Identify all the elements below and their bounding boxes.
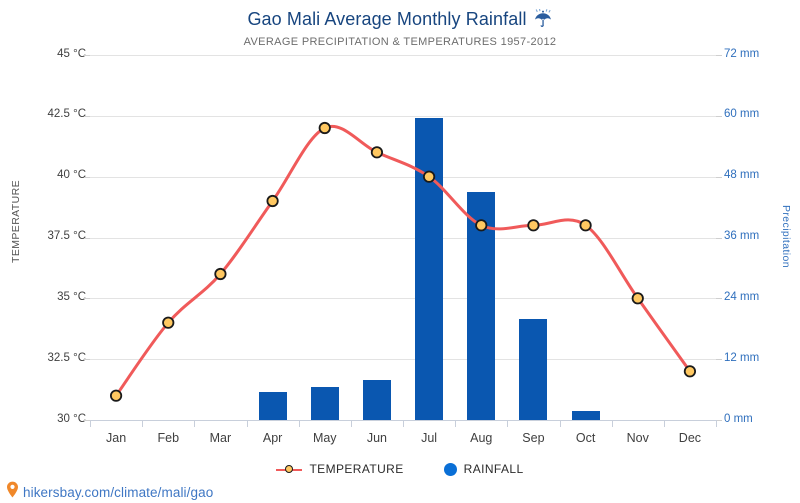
left-axis-tick: 45 °C bbox=[57, 48, 86, 60]
plot-area: Jan: 31 °C Feb: 34 °C Mar: 36 °C Apr: 39 °C… bbox=[84, 55, 722, 445]
left-axis-tick: 42.5 °C bbox=[47, 108, 86, 120]
left-axis: TEMPERATURE 45 °C 42.5 °C 40 °C 37.5 °C … bbox=[0, 0, 86, 500]
gridline bbox=[90, 238, 716, 239]
x-axis-tick bbox=[560, 420, 561, 427]
axis-tick-mark bbox=[84, 359, 90, 360]
x-axis-tick bbox=[455, 420, 456, 427]
temperature-line-layer: Jan: 31 °C Feb: 34 °C Mar: 36 °C Apr: 39 °C… bbox=[109, 121, 697, 402]
right-axis-tick: 48 mm bbox=[724, 169, 760, 181]
temperature-point[interactable]: Mar: 36 °C bbox=[214, 267, 227, 281]
x-axis-tick bbox=[716, 420, 717, 427]
axis-tick-mark bbox=[84, 177, 90, 178]
axis-tick-mark bbox=[716, 116, 722, 117]
axis-tick-mark bbox=[716, 238, 722, 239]
chart-title-text: Gao Mali Average Monthly Rainfall bbox=[247, 9, 527, 29]
rainfall-bar[interactable] bbox=[258, 392, 287, 420]
left-axis-tick: 40 °C bbox=[57, 169, 86, 181]
temperature-point[interactable]: Sep: 38 °C bbox=[527, 219, 540, 232]
axis-tick-mark bbox=[84, 116, 90, 117]
x-axis-tick bbox=[194, 420, 195, 427]
x-axis-tick bbox=[247, 420, 248, 427]
temperature-point[interactable]: Nov: 35 °C bbox=[631, 292, 644, 305]
right-axis-tick: 72 mm bbox=[724, 48, 760, 60]
gridline bbox=[90, 359, 716, 360]
x-axis-tick bbox=[142, 420, 143, 427]
gridline bbox=[90, 298, 716, 299]
x-axis-label: Aug bbox=[470, 431, 493, 445]
x-axis-label: Feb bbox=[157, 431, 180, 445]
umbrella-rain-icon bbox=[533, 8, 553, 33]
x-axis-label: Apr bbox=[262, 431, 283, 445]
source-link[interactable]: hikersbay.com/climate/mali/gao bbox=[6, 481, 213, 503]
right-axis-tick: 60 mm bbox=[724, 108, 760, 120]
x-axis-label: Jun bbox=[366, 431, 387, 445]
left-axis-tick: 30 °C bbox=[57, 413, 86, 425]
rainfall-bar[interactable] bbox=[519, 318, 548, 420]
chart-subtitle: AVERAGE PRECIPITATION & TEMPERATURES 195… bbox=[243, 36, 557, 48]
source-link-text: hikersbay.com/climate/mali/gao bbox=[23, 484, 214, 500]
axis-tick-mark bbox=[84, 298, 90, 299]
rainfall-bar[interactable] bbox=[310, 387, 339, 420]
x-axis-label: Jul bbox=[421, 431, 438, 445]
axis-tick-mark bbox=[716, 55, 722, 56]
temperature-line bbox=[114, 124, 692, 398]
temperature-line-icon bbox=[276, 464, 303, 475]
rainfall-bar[interactable] bbox=[362, 380, 391, 420]
rainfall-bar[interactable] bbox=[571, 411, 600, 420]
legend-label-rainfall: RAINFALL bbox=[463, 462, 524, 476]
axis-tick-mark bbox=[84, 55, 90, 56]
right-axis-tick: 12 mm bbox=[724, 352, 760, 364]
rainfall-dot-icon bbox=[443, 462, 457, 476]
temperature-point[interactable]: Aug: 38 °C bbox=[475, 219, 488, 232]
x-axis-tick bbox=[507, 420, 508, 427]
right-axis-tick: 24 mm bbox=[724, 291, 760, 303]
legend-item-rainfall[interactable]: RAINFALL bbox=[443, 462, 524, 476]
x-axis-tick bbox=[403, 420, 404, 427]
legend-item-temperature[interactable]: TEMPERATURE bbox=[276, 462, 403, 476]
temperature-point[interactable]: Feb: 34 °C bbox=[162, 316, 175, 329]
x-axis-label: Oct bbox=[575, 431, 596, 445]
right-axis-tick: 36 mm bbox=[724, 230, 760, 242]
axis-tick-mark bbox=[84, 238, 90, 239]
x-axis-label: Mar bbox=[209, 431, 232, 445]
x-axis-label: May bbox=[312, 431, 337, 445]
left-axis-title: TEMPERATURE bbox=[10, 180, 22, 263]
x-axis-tick bbox=[664, 420, 665, 427]
left-axis-tick: 37.5 °C bbox=[47, 230, 86, 242]
x-axis-label: Sep bbox=[522, 431, 545, 445]
x-axis-tick bbox=[90, 420, 91, 427]
gridline bbox=[90, 177, 716, 178]
location-pin-icon bbox=[6, 481, 19, 503]
axis-tick-mark bbox=[716, 298, 722, 299]
temperature-point[interactable]: Jun: 41 °C bbox=[370, 146, 384, 159]
chart-legend: TEMPERATURE RAINFALL bbox=[0, 462, 800, 476]
x-axis-tick bbox=[612, 420, 613, 427]
axis-tick-mark bbox=[716, 420, 722, 421]
axis-tick-mark bbox=[84, 420, 90, 421]
x-axis-label: Nov bbox=[626, 431, 649, 445]
left-axis-tick: 32.5 °C bbox=[47, 352, 86, 364]
right-axis: Precipitation 72 mm 60 mm 48 mm 36 mm 24… bbox=[724, 0, 800, 500]
temperature-point[interactable]: Jan: 31 °C bbox=[109, 389, 123, 402]
temperature-point[interactable]: Jul: 40 °C bbox=[422, 170, 436, 183]
gridline bbox=[90, 116, 716, 117]
left-axis-tick: 35 °C bbox=[57, 291, 86, 303]
axis-tick-mark bbox=[716, 359, 722, 360]
chart-title: Gao Mali Average Monthly Rainfall bbox=[0, 8, 800, 33]
temperature-point[interactable]: Oct: 38 °C bbox=[579, 219, 592, 232]
temperature-point[interactable]: Dec: 32 °C bbox=[683, 365, 697, 378]
gridline bbox=[90, 55, 716, 56]
temperature-point[interactable]: May: 42 °C bbox=[318, 121, 331, 135]
right-axis-title: Precipitation bbox=[780, 205, 792, 268]
x-axis-tick bbox=[351, 420, 352, 427]
right-axis-tick: 0 mm bbox=[724, 413, 753, 425]
temperature-point[interactable]: Apr: 39 °C bbox=[266, 194, 279, 208]
rainfall-bar[interactable] bbox=[415, 118, 444, 420]
x-axis-label: Jan bbox=[106, 431, 127, 445]
x-axis-tick bbox=[299, 420, 300, 427]
legend-label-temperature: TEMPERATURE bbox=[309, 462, 404, 476]
axis-tick-mark bbox=[716, 177, 722, 178]
x-axis-label: Dec bbox=[678, 431, 702, 445]
